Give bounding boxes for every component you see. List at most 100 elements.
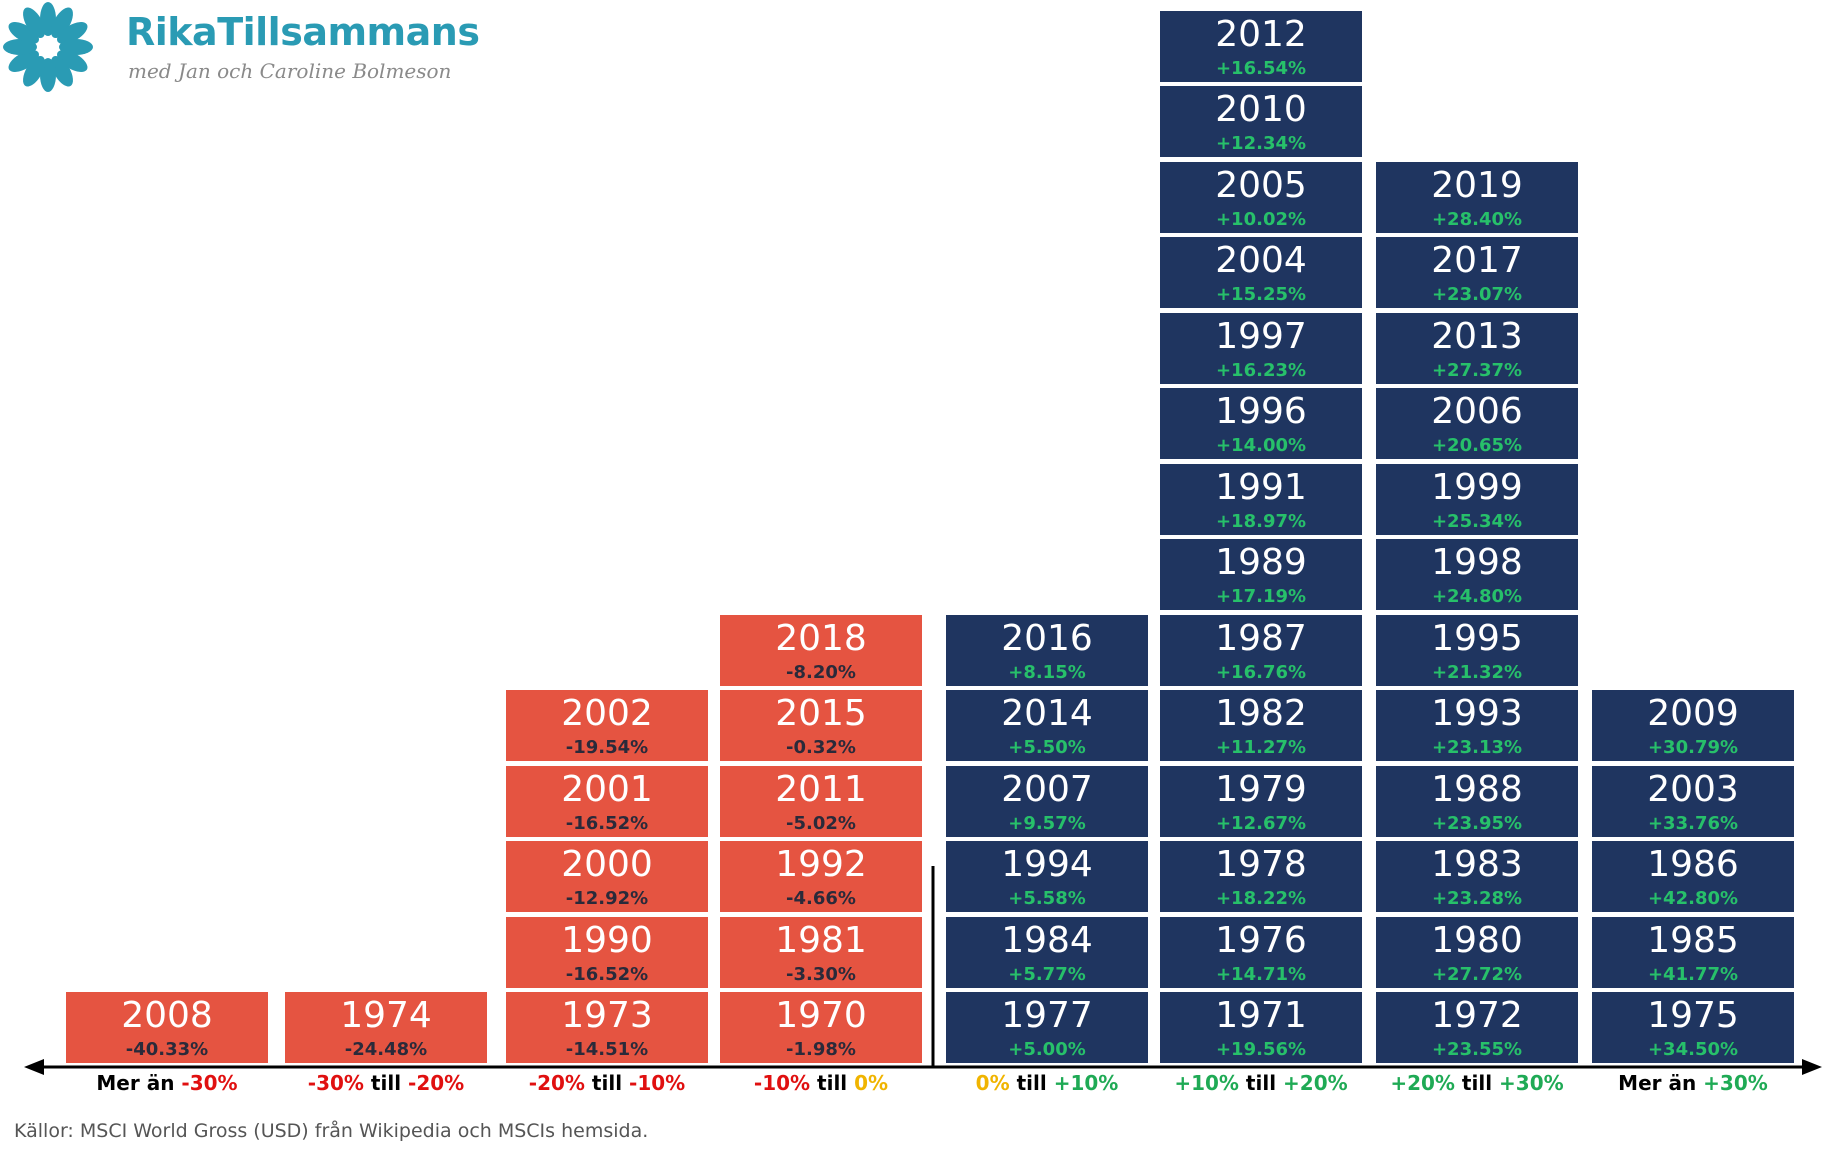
year-label: 1982	[1215, 693, 1307, 734]
year-label: 1998	[1431, 542, 1523, 583]
year-box: 1995 +21.32%	[1376, 614, 1578, 686]
return-label: +5.50%	[1008, 737, 1086, 758]
year-box: 2001 -16.52%	[506, 765, 708, 837]
year-label: 1977	[1001, 995, 1093, 1036]
year-label: 1978	[1215, 844, 1307, 885]
bin-label-part: +20%	[1283, 1071, 1348, 1095]
return-label: +14.00%	[1215, 435, 1307, 456]
year-box: 2019 +28.40%	[1376, 161, 1578, 233]
year-label: 1981	[775, 919, 867, 961]
bin-label-part: -30%	[181, 1071, 238, 1095]
year-box: 1984 +5.77%	[946, 916, 1148, 988]
year-label: 1994	[1001, 844, 1093, 885]
year-label: 1973	[561, 995, 653, 1036]
year-box: 2000 -12.92%	[506, 841, 708, 912]
return-label: +30.79%	[1647, 737, 1739, 758]
year-box: 1992 -4.66%	[720, 841, 922, 912]
year-box: 2016 +8.15%	[946, 614, 1148, 686]
flower-logo-icon	[3, 2, 93, 92]
bin-label: Mer än +30%	[1563, 1071, 1823, 1095]
year-label: 2010	[1215, 89, 1307, 130]
year-label: 2001	[561, 768, 653, 810]
year-label: 2014	[1001, 693, 1093, 734]
axis-arrow-left-icon	[24, 1059, 44, 1075]
year-box: 1988 +23.95%	[1376, 765, 1578, 837]
year-label: 1974	[340, 995, 432, 1036]
bin-label-part: Mer än	[96, 1071, 182, 1095]
bin-label-part: till	[1009, 1071, 1054, 1095]
year-label: 1995	[1431, 617, 1523, 659]
year-label: 2009	[1647, 693, 1739, 734]
return-label: +27.72%	[1431, 963, 1523, 985]
year-label: 1976	[1215, 919, 1307, 961]
year-label: 2006	[1431, 391, 1523, 432]
year-box: 2018 -8.20%	[720, 614, 922, 686]
return-label: +9.57%	[1008, 812, 1086, 834]
return-label: +25.34%	[1431, 510, 1523, 532]
return-label: +23.13%	[1431, 737, 1523, 758]
year-box: 2014 +5.50%	[946, 690, 1148, 761]
year-label: 1986	[1647, 844, 1739, 885]
return-label: +18.97%	[1215, 510, 1307, 532]
year-box: 1986 +42.80%	[1592, 841, 1794, 912]
bin-label-part: +10%	[1053, 1071, 1119, 1095]
year-label: 1972	[1431, 995, 1523, 1036]
bin-label-part: -30%	[307, 1071, 364, 1095]
year-label: 1987	[1215, 617, 1307, 659]
axis-arrow-right-icon	[1802, 1059, 1822, 1075]
year-label: 1971	[1215, 995, 1307, 1036]
year-box: 1990 -16.52%	[506, 916, 708, 988]
bin-label: +10% till +20%	[1131, 1071, 1391, 1095]
return-label: +14.71%	[1215, 963, 1307, 985]
return-label: +23.28%	[1431, 888, 1523, 909]
year-box: 1973 -14.51%	[506, 992, 708, 1063]
return-label: -3.30%	[786, 963, 856, 985]
bin-label-part: -10%	[629, 1071, 686, 1095]
year-box: 2010 +12.34%	[1160, 86, 1362, 157]
year-label: 1999	[1431, 466, 1523, 508]
year-box: 2003 +33.76%	[1592, 765, 1794, 837]
return-label: +27.37%	[1431, 359, 1523, 381]
year-box: 1977 +5.00%	[946, 992, 1148, 1063]
return-label: -12.92%	[565, 888, 649, 909]
year-label: 2005	[1215, 164, 1307, 206]
year-box: 1981 -3.30%	[720, 916, 922, 988]
year-label: 1983	[1431, 844, 1523, 885]
return-label: +17.19%	[1215, 586, 1307, 607]
return-label: -16.52%	[565, 812, 649, 834]
year-box: 1976 +14.71%	[1160, 916, 1362, 988]
bin-label-part: till	[810, 1071, 855, 1095]
return-label: +15.25%	[1215, 284, 1307, 305]
year-label: 2019	[1431, 164, 1523, 206]
year-label: 2003	[1647, 768, 1739, 810]
year-box: 1985 +41.77%	[1592, 916, 1794, 988]
bin-label-part: +30%	[1703, 1071, 1768, 1095]
return-label: +12.67%	[1215, 812, 1307, 834]
year-label: 1989	[1215, 542, 1307, 583]
year-label: 2000	[561, 844, 653, 885]
year-box: 2007 +9.57%	[946, 765, 1148, 837]
year-label: 1975	[1647, 995, 1739, 1036]
year-label: 1992	[775, 844, 867, 885]
brand-tagline: med Jan och Caroline Bolmeson	[128, 59, 452, 83]
return-label: +42.80%	[1647, 888, 1739, 909]
year-box: 1971 +19.56%	[1160, 992, 1362, 1063]
return-label: +11.27%	[1215, 737, 1307, 758]
return-label: +16.54%	[1215, 57, 1307, 79]
year-box: 2013 +27.37%	[1376, 312, 1578, 384]
year-label: 2016	[1001, 617, 1093, 659]
year-label: 2013	[1431, 315, 1523, 357]
bin-label-part: Mer än	[1618, 1071, 1704, 1095]
year-label: 1991	[1215, 466, 1307, 508]
return-label: +10.02%	[1215, 208, 1307, 230]
return-label: -24.48%	[344, 1039, 428, 1060]
year-box: 1972 +23.55%	[1376, 992, 1578, 1063]
year-label: 1993	[1431, 693, 1523, 734]
return-label: +19.56%	[1215, 1039, 1307, 1060]
brand-name: RikaTillsammans	[126, 10, 480, 54]
bin-label-part: +30%	[1499, 1071, 1564, 1095]
year-box: 1991 +18.97%	[1160, 463, 1362, 535]
year-box: 1998 +24.80%	[1376, 539, 1578, 610]
year-box: 1994 +5.58%	[946, 841, 1148, 912]
